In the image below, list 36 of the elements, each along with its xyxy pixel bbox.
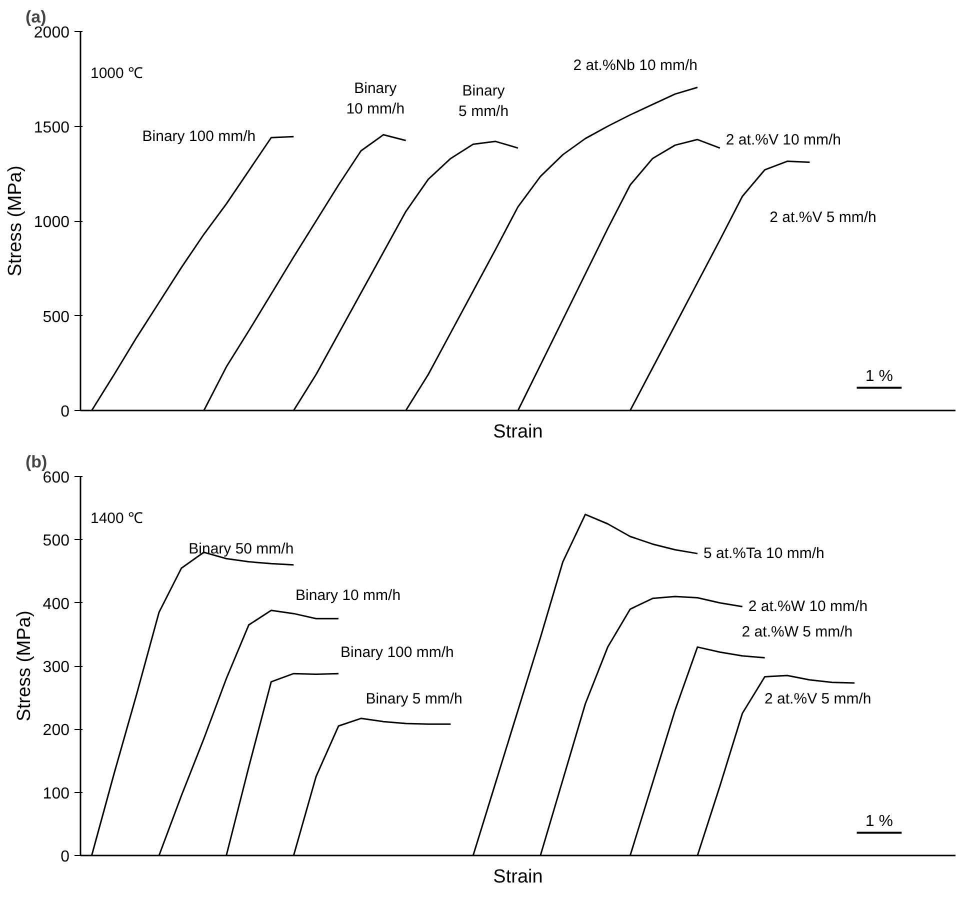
annotation: 1400 ℃ (90, 510, 144, 527)
series-label: 2 at.%Nb 10 mm/h (573, 56, 698, 74)
series-label: 2 at.%W 5 mm/h (742, 623, 853, 640)
series-label: Binary 100 mm/h (340, 644, 454, 662)
y-tick-label: 500 (42, 532, 70, 550)
series-label: 2 at.%V 10 mm/h (726, 132, 841, 149)
y-tick-label: 500 (42, 308, 70, 326)
series-label: Binary 10 mm/h (296, 587, 401, 604)
annotation: 1000 ℃ (90, 65, 144, 82)
y-tick-label: 1500 (34, 119, 70, 136)
y-axis-title: Stress (MPa) (14, 610, 35, 722)
x-axis-title: Strain (493, 866, 543, 888)
x-axis-title: Strain (493, 422, 543, 442)
y-tick-label: 0 (60, 404, 70, 420)
series-label: Binary 50 mm/h (188, 540, 294, 558)
series-label: 2 at.%W 10 mm/h (748, 598, 868, 616)
series-label: 2 at.%V 5 mm/h (764, 690, 872, 708)
y-axis-title: Stress (MPa) (4, 166, 26, 276)
chart-title: (a) (26, 8, 46, 26)
series-label: 5 at.%Ta 10 mm/h (703, 545, 824, 562)
y-tick-label: 400 (42, 596, 70, 613)
annotation: 1 % (865, 812, 894, 830)
y-tick-label: 600 (42, 470, 70, 486)
series-label: Binary 100 mm/h (142, 128, 256, 146)
y-tick-label: 1000 (34, 214, 70, 231)
series-label: Binary 5 mm/h (366, 690, 462, 708)
chart-title: (b) (26, 452, 48, 472)
series-label: Binary 10 mm/h (346, 80, 405, 118)
annotation: 1 % (865, 368, 894, 385)
y-tick-label: 100 (42, 785, 70, 802)
series-label: 2 at.%V 5 mm/h (770, 208, 876, 226)
y-tick-label: 0 (60, 848, 70, 866)
y-tick-label: 300 (42, 659, 70, 676)
y-tick-label: 200 (42, 722, 70, 740)
series-label: Binary 5 mm/h (458, 82, 509, 120)
y-tick-label: 2000 (34, 24, 70, 42)
